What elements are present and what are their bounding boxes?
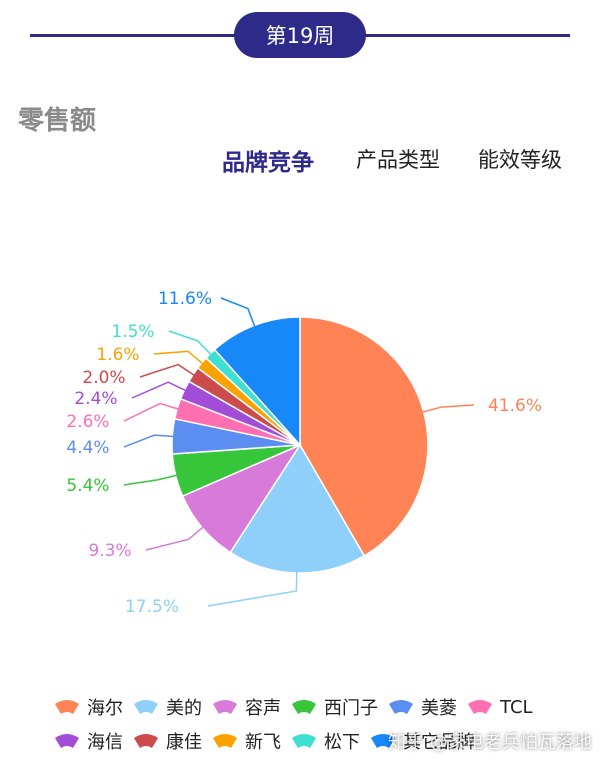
legend-label: 康佳 [166, 732, 202, 753]
watermark: 知乎 @家电老兵怕瓦落地 [388, 732, 592, 753]
legend-item-6[interactable]: TCL [465, 697, 533, 718]
legend-swatch-icon [55, 734, 79, 748]
tab-bar: 品牌竞争 产品类型 能效等级 [222, 144, 582, 178]
label-leader-line-8 [139, 363, 196, 378]
legend-swatch-icon [292, 700, 316, 714]
tab-brand-competition[interactable]: 品牌竞争 [222, 150, 314, 176]
data-label-4: 5.4% [66, 476, 109, 496]
legend-swatch-icon [468, 700, 492, 714]
week-label: 第19周 [265, 24, 335, 48]
label-leader-line-3 [145, 525, 205, 551]
legend-swatch-icon [134, 734, 158, 748]
label-leader-line-4 [123, 474, 178, 486]
legend-item-2[interactable]: 美的 [131, 694, 202, 720]
data-label-5: 4.4% [66, 438, 109, 458]
legend-swatch-icon [213, 734, 237, 748]
data-label-3: 9.3% [88, 541, 131, 561]
data-label-11: 11.6% [158, 289, 212, 309]
legend-label: 容声 [245, 698, 281, 719]
legend-label: 西门子 [324, 698, 378, 719]
data-label-6: 2.6% [66, 412, 109, 432]
legend-label: 美菱 [421, 698, 457, 719]
week-badge[interactable]: 第19周 [234, 12, 366, 58]
data-label-10: 1.5% [111, 322, 154, 342]
label-leader-line-2 [207, 570, 298, 607]
legend-item-8[interactable]: 康佳 [131, 728, 202, 754]
data-label-9: 1.6% [96, 345, 139, 365]
legend-swatch-icon [371, 734, 395, 748]
data-label-2: 17.5% [125, 597, 179, 617]
legend-item-7[interactable]: 海信 [52, 728, 123, 754]
legend-item-9[interactable]: 新飞 [210, 728, 281, 754]
legend-label: 松下 [324, 732, 360, 753]
legend-label: 海尔 [87, 698, 123, 719]
legend-item-4[interactable]: 西门子 [289, 694, 378, 720]
legend-item-11[interactable]: 其它品牌 [368, 728, 475, 754]
label-leader-line-7 [131, 381, 187, 399]
label-leader-line-10 [168, 330, 213, 356]
legend-label: 新飞 [245, 732, 281, 753]
label-leader-line-1 [421, 404, 475, 414]
pie-chart: 41.6% 17.5% 9.3% 5.4% 4.4% 2.6% 2.4%2.0% 1.6% 1.… [66, 289, 542, 617]
label-leader-line-9 [153, 350, 204, 365]
legend-item-10[interactable]: 松下 [289, 728, 360, 754]
label-leader-line-11 [220, 297, 256, 328]
legend-swatch-icon [292, 734, 316, 748]
legend-label: 美的 [166, 698, 202, 719]
data-label-7: 2.4% [74, 389, 117, 409]
legend-item-1[interactable]: 海尔 [52, 694, 123, 720]
header-rule-right [365, 34, 570, 37]
tab-energy-grade[interactable]: 能效等级 [478, 148, 562, 172]
tab-product-type[interactable]: 产品类型 [356, 148, 440, 172]
legend-label: 海信 [87, 732, 123, 753]
section-title: 零售额 [18, 106, 97, 136]
legend-item-5[interactable]: 美菱 [386, 694, 457, 720]
header-rule-left [30, 34, 235, 37]
legend-label: TCL [500, 696, 533, 718]
label-leader-line-5 [123, 434, 175, 448]
legend-swatch-icon [389, 700, 413, 714]
legend-swatch-icon [213, 700, 237, 714]
label-leader-line-6 [123, 402, 180, 422]
data-label-8: 2.0% [82, 368, 125, 388]
chart-legend: 海尔 美的 容声 西门子 美菱 TCL 海信 康佳 新飞 松下 其它品牌 [52, 692, 592, 760]
legend-item-3[interactable]: 容声 [210, 694, 281, 720]
legend-label: 其它品牌 [403, 732, 475, 753]
data-label-1: 41.6% [488, 396, 542, 416]
legend-swatch-icon [55, 700, 79, 714]
legend-swatch-icon [134, 700, 158, 714]
